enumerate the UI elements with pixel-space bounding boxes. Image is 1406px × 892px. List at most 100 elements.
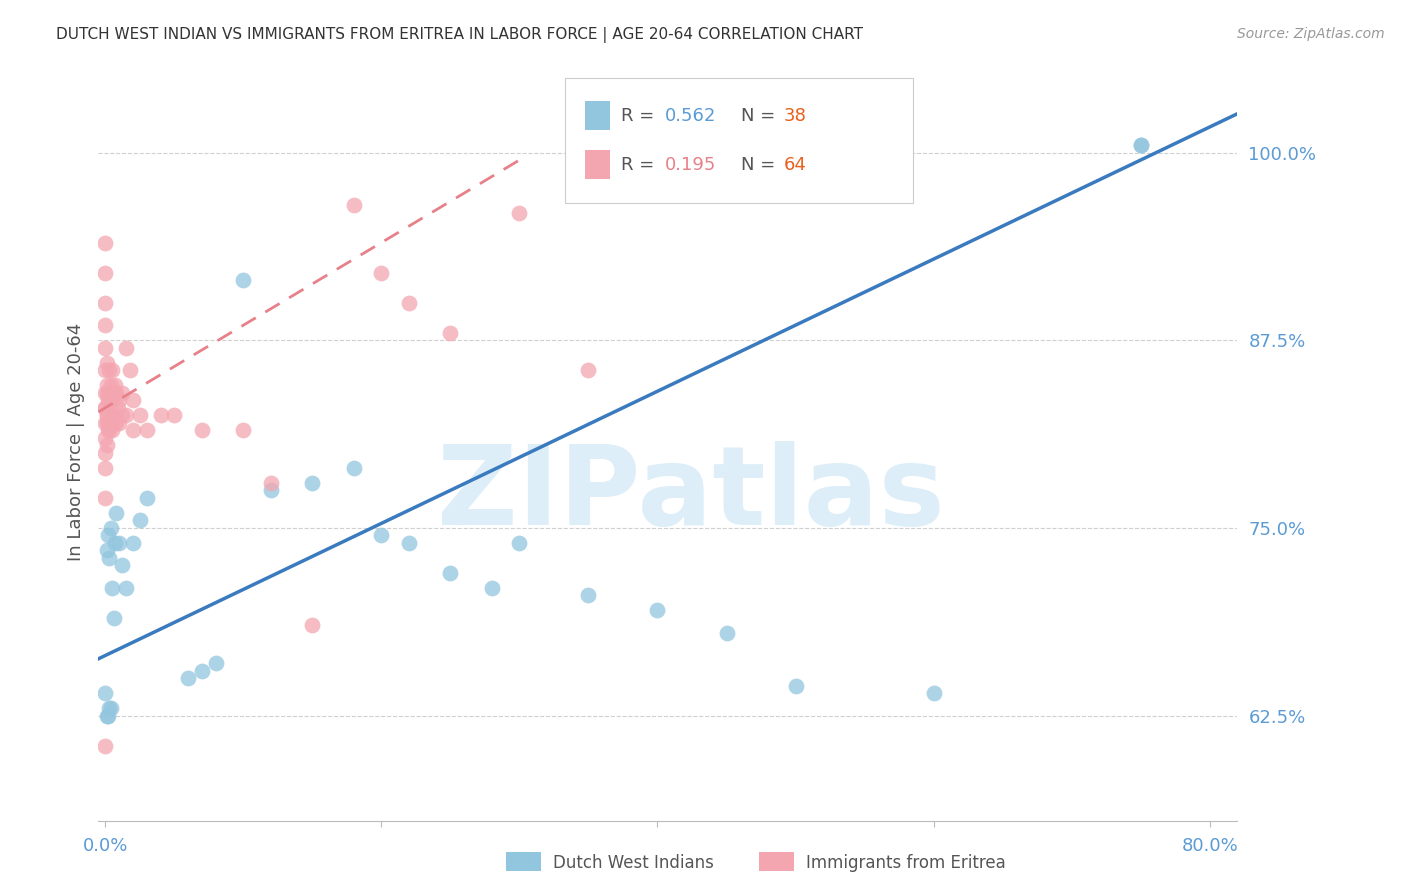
Point xyxy=(122,423,145,437)
Point xyxy=(785,679,807,693)
Point xyxy=(128,409,150,423)
Point xyxy=(716,626,738,640)
Point xyxy=(98,701,121,715)
Point xyxy=(100,378,122,392)
Point xyxy=(481,581,503,595)
FancyBboxPatch shape xyxy=(585,151,610,179)
Point xyxy=(96,409,118,423)
Point xyxy=(108,536,131,550)
Point xyxy=(101,363,124,377)
Point xyxy=(578,363,600,377)
Point xyxy=(120,363,142,377)
Point xyxy=(94,460,117,475)
Point xyxy=(96,543,118,558)
Point xyxy=(398,536,420,550)
Text: 0.562: 0.562 xyxy=(665,106,716,125)
Point xyxy=(1129,138,1152,153)
Point xyxy=(98,393,121,408)
Point xyxy=(98,550,121,565)
Text: R =: R = xyxy=(621,106,661,125)
Point xyxy=(104,536,127,550)
Text: R =: R = xyxy=(621,156,661,174)
Point xyxy=(104,409,127,423)
Point xyxy=(96,416,118,430)
Point xyxy=(94,686,117,700)
Point xyxy=(96,708,118,723)
Point xyxy=(103,416,125,430)
Point xyxy=(370,528,392,542)
Point xyxy=(115,581,138,595)
Point xyxy=(370,266,392,280)
Point xyxy=(94,235,117,250)
Point xyxy=(301,475,323,490)
Point xyxy=(101,581,124,595)
Point xyxy=(398,295,420,310)
FancyBboxPatch shape xyxy=(585,101,610,130)
Point xyxy=(111,558,134,573)
Point xyxy=(105,385,128,400)
FancyBboxPatch shape xyxy=(565,78,912,202)
Point xyxy=(343,460,366,475)
Point xyxy=(343,198,366,212)
Point xyxy=(98,363,121,377)
Point xyxy=(94,416,117,430)
Point xyxy=(108,416,131,430)
Point xyxy=(94,385,117,400)
Point xyxy=(122,393,145,408)
Text: ZIPatlas: ZIPatlas xyxy=(437,442,945,548)
Point xyxy=(260,475,283,490)
Point xyxy=(135,423,157,437)
Point xyxy=(104,378,127,392)
Point xyxy=(177,671,200,685)
Point xyxy=(97,708,120,723)
Text: Dutch West Indians: Dutch West Indians xyxy=(553,855,713,872)
Point xyxy=(101,393,124,408)
Point xyxy=(100,409,122,423)
Y-axis label: In Labor Force | Age 20-64: In Labor Force | Age 20-64 xyxy=(66,322,84,561)
Text: Immigrants from Eritrea: Immigrants from Eritrea xyxy=(806,855,1005,872)
Point xyxy=(94,341,117,355)
Point xyxy=(111,385,134,400)
Point xyxy=(111,409,134,423)
Point xyxy=(97,528,120,542)
Point xyxy=(94,401,117,415)
Point xyxy=(578,589,600,603)
Point xyxy=(149,409,172,423)
Point xyxy=(96,385,118,400)
Point xyxy=(439,326,461,340)
Point xyxy=(122,536,145,550)
Point xyxy=(115,409,138,423)
Point xyxy=(94,446,117,460)
Point xyxy=(1129,138,1152,153)
Point xyxy=(97,385,120,400)
Point xyxy=(105,506,128,520)
Point xyxy=(103,385,125,400)
Point xyxy=(94,363,117,377)
Point xyxy=(105,416,128,430)
Point xyxy=(508,205,530,219)
Point xyxy=(163,409,186,423)
Point xyxy=(232,273,254,287)
Point xyxy=(191,423,214,437)
Text: N =: N = xyxy=(741,106,780,125)
Point xyxy=(439,566,461,580)
Point xyxy=(204,656,226,670)
Point xyxy=(97,393,120,408)
Point xyxy=(94,431,117,445)
Point xyxy=(115,341,138,355)
Point xyxy=(260,483,283,498)
Text: 0.195: 0.195 xyxy=(665,156,716,174)
Point xyxy=(100,521,122,535)
Point xyxy=(100,701,122,715)
Point xyxy=(94,739,117,753)
Point xyxy=(94,491,117,505)
Point xyxy=(508,536,530,550)
Text: DUTCH WEST INDIAN VS IMMIGRANTS FROM ERITREA IN LABOR FORCE | AGE 20-64 CORRELAT: DUTCH WEST INDIAN VS IMMIGRANTS FROM ERI… xyxy=(56,27,863,43)
Point xyxy=(232,423,254,437)
Point xyxy=(97,423,120,437)
Point xyxy=(103,611,125,625)
Text: Source: ZipAtlas.com: Source: ZipAtlas.com xyxy=(1237,27,1385,41)
Point xyxy=(96,409,118,423)
Point xyxy=(101,423,124,437)
Point xyxy=(96,438,118,452)
